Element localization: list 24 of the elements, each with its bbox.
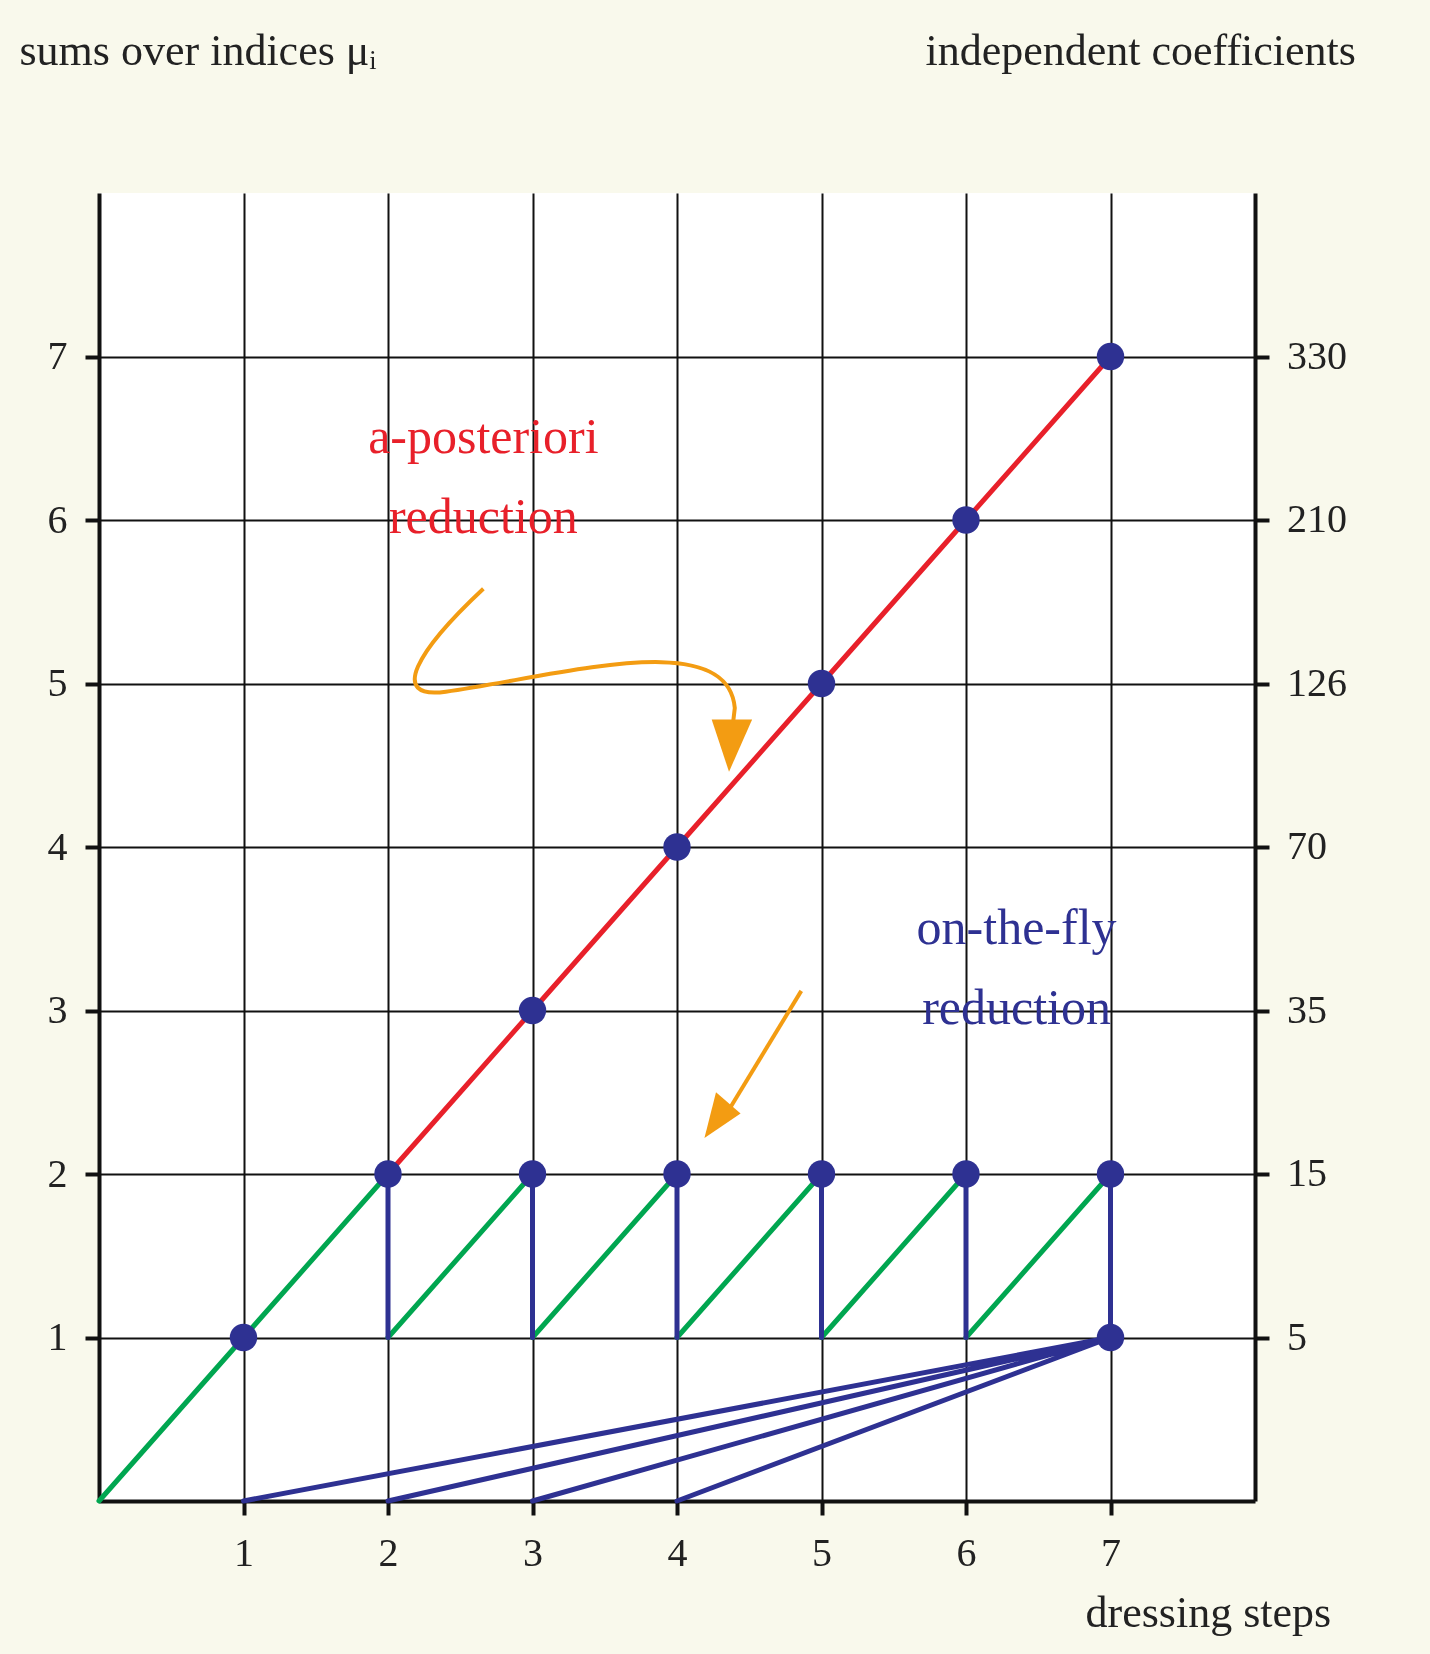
y-tick-label: 3 xyxy=(47,987,68,1032)
y-tick-label: 7 xyxy=(47,333,68,378)
y2-axis-title: independent coefficients xyxy=(925,25,1356,75)
text: 126 xyxy=(1287,659,1347,705)
text: 15 xyxy=(1287,1150,1327,1195)
y-axis-title: sums over indices μᵢ xyxy=(19,25,377,75)
text: 210 xyxy=(1287,496,1347,541)
text: 5 xyxy=(1287,1313,1307,1359)
x-tick-label: 7 xyxy=(1101,1529,1121,1575)
text: 35 xyxy=(1287,986,1327,1032)
x-tick-label: 6 xyxy=(956,1529,977,1575)
x-tick-label: 4 xyxy=(667,1529,688,1575)
x-tick-label: 1 xyxy=(234,1529,254,1575)
x-tick-label: 3 xyxy=(523,1529,543,1575)
y-tick-label: 4 xyxy=(47,823,68,869)
y-tick-label: 1 xyxy=(47,1314,68,1359)
x-axis-title: dressing steps xyxy=(1085,1587,1332,1637)
text: 330 xyxy=(1287,332,1347,378)
y-tick-label: 2 xyxy=(47,1150,68,1196)
text: 70 xyxy=(1287,823,1327,868)
x-tick-label: 2 xyxy=(378,1529,399,1575)
x-tick-label: 5 xyxy=(812,1529,832,1575)
y-tick-label: 5 xyxy=(47,660,68,705)
y-tick-label: 6 xyxy=(47,496,68,542)
